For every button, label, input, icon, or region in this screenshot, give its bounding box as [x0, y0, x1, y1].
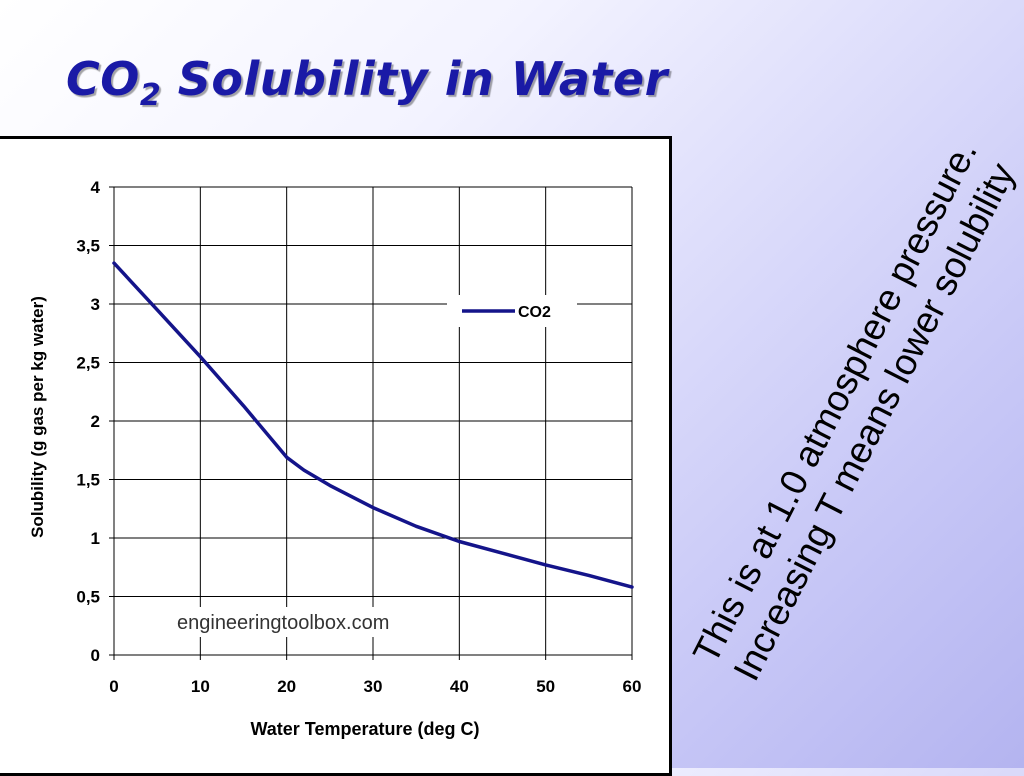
y-tick-label: 4 [91, 178, 101, 197]
legend-label: CO2 [518, 304, 551, 321]
chart-panel: 0 0,5 1 1,5 2 2,5 3 3,5 4 0 10 20 30 40 50 60 Water Temp… [0, 136, 672, 776]
y-tick-label: 1,5 [76, 471, 100, 490]
watermark: engineeringtoolbox.com [177, 612, 389, 634]
y-tick-label: 3 [91, 295, 100, 314]
x-tick-label: 60 [623, 677, 642, 696]
y-tick-label: 0 [91, 646, 100, 665]
annotation-line-2: Increasing T means lower solubility [725, 156, 1023, 687]
x-tick-label: 30 [364, 677, 383, 696]
x-tick-label: 10 [191, 677, 210, 696]
series-line-co2 [112, 261, 634, 589]
y-tick-label: 1 [91, 529, 100, 548]
x-tick-label: 50 [536, 677, 555, 696]
x-tick-label: 40 [450, 677, 469, 696]
y-tick-label: 2 [91, 412, 100, 431]
watermark-backing [173, 607, 443, 637]
annotation-line-1: This is at 1.0 atmosphere pressure. [685, 134, 985, 670]
y-axis-label: Solubility (g gas per kg water) [28, 296, 47, 538]
y-tick-label: 2,5 [76, 354, 100, 373]
y-tick-label: 0,5 [76, 588, 100, 607]
x-tick-label: 20 [277, 677, 296, 696]
x-axis-label: Water Temperature (deg C) [250, 719, 479, 739]
y-tick-label: 3,5 [76, 237, 100, 256]
slide-title: CO2 Solubility in Water [66, 52, 668, 113]
x-tick-label: 0 [109, 677, 118, 696]
